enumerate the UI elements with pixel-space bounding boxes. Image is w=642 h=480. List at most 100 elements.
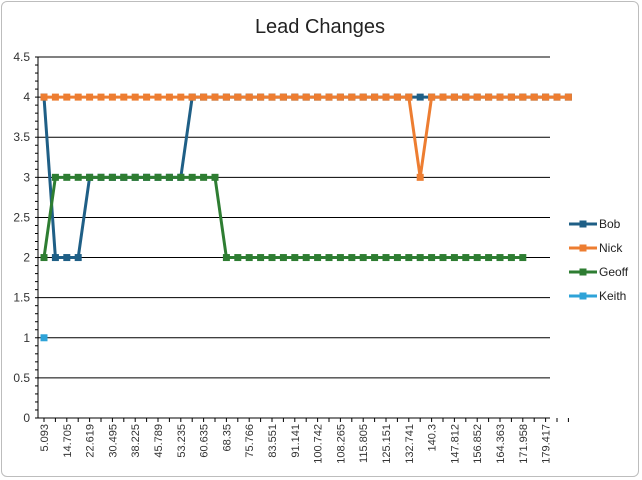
- x-tick-label: 156.852: [472, 424, 484, 464]
- data-point-nick: [450, 93, 458, 101]
- x-tick-label: 132.741: [404, 424, 416, 464]
- data-point-nick: [211, 93, 219, 101]
- data-point-geoff: [302, 254, 310, 262]
- data-point-geoff: [143, 173, 151, 181]
- data-point-geoff: [496, 254, 504, 262]
- data-point-geoff: [165, 173, 173, 181]
- axes: [35, 56, 569, 422]
- data-point-nick: [348, 93, 356, 101]
- data-point-nick: [188, 93, 196, 101]
- data-point-nick: [302, 93, 310, 101]
- data-point-nick: [519, 93, 527, 101]
- legend-item-geoff: Geoff: [569, 265, 629, 279]
- data-point-geoff: [473, 254, 481, 262]
- data-point-nick: [279, 93, 287, 101]
- data-point-geoff: [371, 254, 379, 262]
- data-point-geoff: [245, 254, 253, 262]
- x-tick-label: 100.742: [313, 424, 325, 464]
- data-point-nick: [507, 93, 515, 101]
- data-point-nick: [428, 93, 436, 101]
- data-point-nick: [416, 173, 424, 181]
- legend-swatch-marker: [579, 244, 587, 252]
- data-point-geoff: [63, 173, 71, 181]
- series-lines: [40, 93, 572, 342]
- data-point-nick: [325, 93, 333, 101]
- series-nick: [40, 93, 572, 181]
- legend-label: Geoff: [599, 265, 629, 279]
- data-point-nick: [462, 93, 470, 101]
- data-point-geoff: [268, 254, 276, 262]
- data-point-nick: [564, 93, 572, 101]
- data-point-geoff: [485, 254, 493, 262]
- data-point-geoff: [507, 254, 515, 262]
- data-point-nick: [165, 93, 173, 101]
- data-point-geoff: [348, 254, 356, 262]
- data-point-geoff: [200, 173, 208, 181]
- y-tick-label: 4.5: [13, 50, 30, 64]
- data-point-geoff: [131, 173, 139, 181]
- data-point-geoff: [291, 254, 299, 262]
- data-point-geoff: [211, 173, 219, 181]
- y-tick-label: 2.5: [13, 210, 30, 224]
- y-tick-label: 4: [23, 90, 30, 104]
- x-tick-label: 140.3: [427, 424, 439, 452]
- data-point-geoff: [519, 254, 527, 262]
- legend: Bob Nick Geoff Keith: [569, 217, 629, 303]
- data-point-geoff: [257, 254, 265, 262]
- data-point-geoff: [279, 254, 287, 262]
- data-point-geoff: [462, 254, 470, 262]
- y-tick-label: 3: [23, 170, 30, 184]
- data-point-keith: [40, 334, 48, 342]
- data-point-nick: [257, 93, 265, 101]
- data-point-nick: [314, 93, 322, 101]
- data-point-geoff: [336, 254, 344, 262]
- data-point-geoff: [120, 173, 128, 181]
- y-tick-label: 3.5: [13, 130, 30, 144]
- data-point-geoff: [234, 254, 242, 262]
- data-point-geoff: [40, 254, 48, 262]
- legend-swatch-marker: [579, 292, 587, 300]
- y-tick-label: 0: [23, 411, 30, 425]
- data-point-geoff: [154, 173, 162, 181]
- x-tick-label: 68.35: [221, 424, 233, 452]
- data-point-geoff: [86, 173, 94, 181]
- data-point-nick: [393, 93, 401, 101]
- legend-swatch-marker: [579, 220, 587, 228]
- x-tick-label: 14.705: [62, 424, 74, 458]
- x-tick-label: 60.635: [199, 424, 211, 458]
- data-point-nick: [63, 93, 71, 101]
- data-point-nick: [97, 93, 105, 101]
- x-tick-label: 53.235: [176, 424, 188, 458]
- legend-item-nick: Nick: [569, 241, 623, 255]
- legend-label: Bob: [599, 217, 621, 231]
- data-point-geoff: [428, 254, 436, 262]
- data-point-nick: [40, 93, 48, 101]
- data-point-nick: [268, 93, 276, 101]
- data-point-geoff: [382, 254, 390, 262]
- data-point-geoff: [439, 254, 447, 262]
- data-point-nick: [86, 93, 94, 101]
- y-tick-label: 0.5: [13, 371, 30, 385]
- x-tick-label: 75.766: [244, 424, 256, 458]
- legend-label: Keith: [599, 289, 626, 303]
- legend-item-bob: Bob: [569, 217, 621, 231]
- x-tick-label: 164.363: [495, 424, 507, 464]
- data-point-nick: [473, 93, 481, 101]
- y-axis-tick-labels: 0 0.5 1 1.5 2 2.5 3 3.5 4 4.5: [13, 50, 30, 425]
- data-point-geoff: [393, 254, 401, 262]
- data-point-bob: [63, 254, 71, 262]
- x-tick-label: 115.805: [358, 424, 370, 463]
- y-tick-label: 2: [23, 251, 30, 265]
- data-point-nick: [542, 93, 550, 101]
- x-tick-label: 91.141: [290, 424, 302, 458]
- x-tick-label: 5.093: [39, 424, 51, 452]
- x-tick-label: 30.495: [107, 424, 119, 458]
- data-point-nick: [120, 93, 128, 101]
- data-point-geoff: [450, 254, 458, 262]
- series-keith: [40, 334, 48, 342]
- data-point-nick: [291, 93, 299, 101]
- y-tick-label: 1: [23, 331, 30, 345]
- data-point-geoff: [108, 173, 116, 181]
- data-point-nick: [530, 93, 538, 101]
- data-point-nick: [245, 93, 253, 101]
